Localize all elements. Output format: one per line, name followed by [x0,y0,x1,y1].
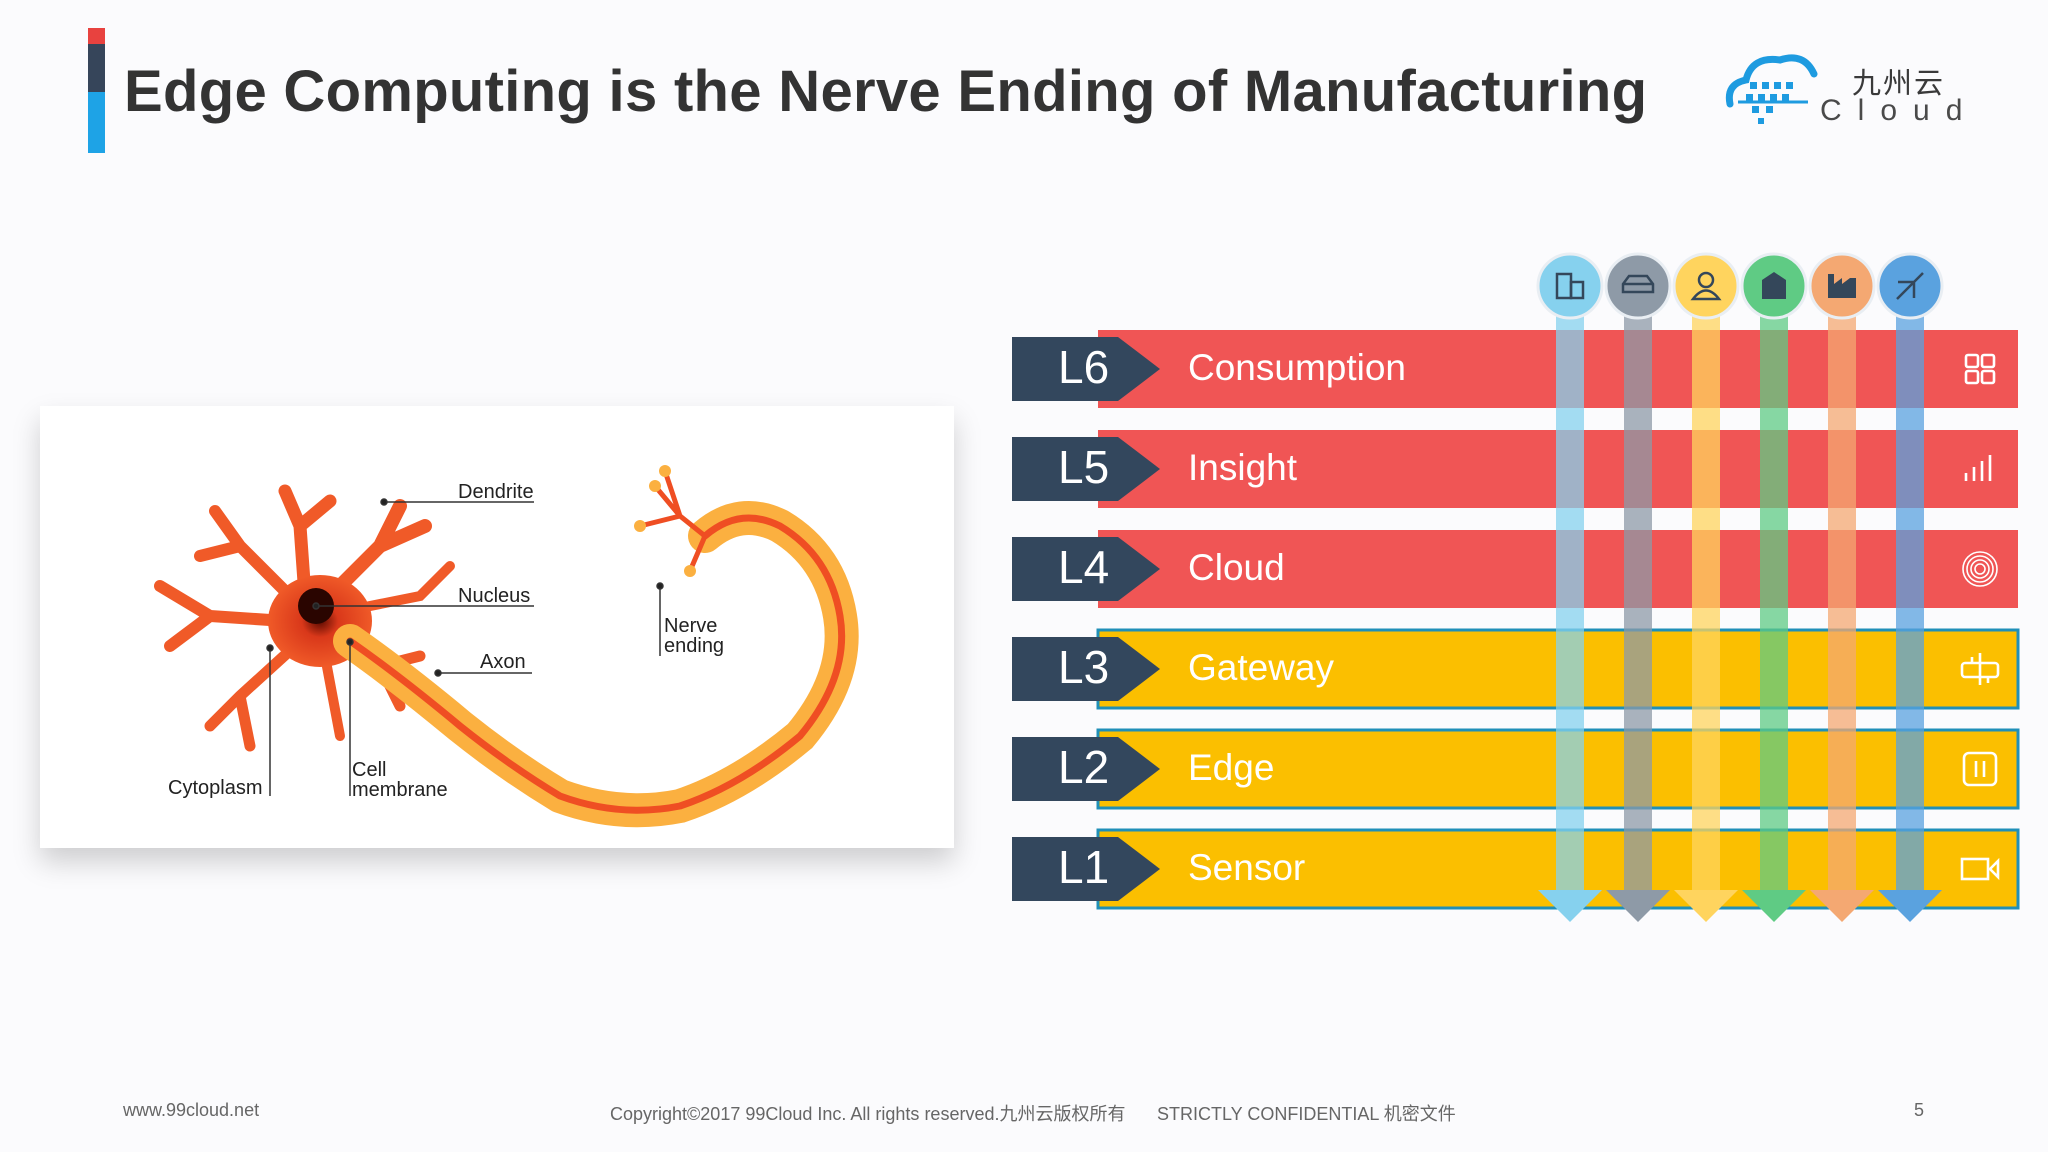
level-badge-l3 [1012,637,1160,701]
column-arrow-person [1674,280,1738,922]
column-arrow-airplane [1878,280,1942,922]
layer-name-label: Insight [1188,447,1298,488]
neuron-diagram-card: Dendrite Nucleus Axon Cytoplasm Cell mem… [40,406,954,848]
nucleus-label: Nucleus [458,585,530,607]
column-arrow-factory [1810,280,1874,922]
cloud-logo-icon [1725,54,1818,124]
cytoplasm-label: Cytoplasm [168,777,262,799]
column-shaft [1624,280,1652,892]
neuron-axon-terminals [637,468,708,574]
column-arrowhead [1878,890,1942,922]
level-badge-l2 [1012,737,1160,801]
column-arrow-bank [1742,280,1806,922]
footer-confidential: STRICTLY CONFIDENTIAL 机密文件 [1157,1104,1456,1124]
layer-name-label: Cloud [1188,547,1285,588]
column-arrowhead [1606,890,1670,922]
column-arrowhead [1742,890,1806,922]
level-badge-l5 [1012,437,1160,501]
signal-bars-icon [1964,455,1992,481]
bank-icon [1740,252,1808,320]
logo-chinese-text: 九州云 [1852,66,1946,100]
person-icon [1672,252,1740,320]
building-icon [1536,252,1604,320]
layer-name-label: Consumption [1188,347,1406,388]
layer-name-label: Sensor [1188,847,1305,888]
level-label: L1 [1058,841,1109,893]
nerve-ending-label-line1: Nerve [664,615,717,637]
page-title: Edge Computing is the Nerve Ending of Ma… [124,59,1648,124]
neuron-axon-sheath [333,501,859,828]
airplane-icon [1876,252,1944,320]
neuron-label-leaders [266,498,664,796]
fingerprint-icon [1962,551,1998,587]
column-shaft [1896,280,1924,892]
neuron-axon [346,514,846,814]
level-badge-l1 [1012,837,1160,901]
edge-device-icon [1962,751,1998,787]
axon-label: Axon [480,651,526,673]
dendrite-label: Dendrite [458,481,534,503]
column-shaft [1828,280,1856,892]
cell-membrane-label-line1: Cell [352,759,386,781]
column-arrowhead [1674,890,1738,922]
neuron-terminal-buttons [634,465,696,577]
level-badge-l6 [1012,337,1160,401]
level-label: L6 [1058,341,1109,393]
nerve-ending-label-line2: ending [664,635,724,657]
gateway-icon [1960,653,2000,685]
layer-name-label: Gateway [1188,647,1335,688]
level-label: L3 [1058,641,1109,693]
level-badge-l4 [1012,537,1160,601]
column-shaft [1760,280,1788,892]
column-shaft [1556,280,1584,892]
logo-english-text: Cloud [1820,94,1979,127]
company-logo: 九州云 Cloud [1722,44,1962,129]
column-arrow-building [1538,280,1602,922]
factory-icon [1808,252,1876,320]
edge-layers-diagram: L6 Consumption L5 Insight L4 Cloud L3 Gateway L2… [1012,250,2022,970]
column-arrowhead [1810,890,1874,922]
column-arrowhead [1538,890,1602,922]
cell-membrane-label-line2: membrane [352,779,448,801]
footer-copyright: Copyright©2017 99Cloud Inc. All rights r… [610,1104,1126,1124]
title-accent-bar [88,28,105,153]
car-icon [1604,252,1672,320]
level-label: L2 [1058,741,1109,793]
column-arrow-car [1606,280,1670,922]
footer-page-number: 5 [1914,1100,1925,1120]
vr-sensor-icon [1960,857,2000,881]
layer-name-label: Edge [1188,747,1274,788]
footer-website[interactable]: www.99cloud.net [123,1100,260,1120]
level-label: L4 [1058,541,1109,593]
level-label: L5 [1058,441,1109,493]
grid-icon [1964,353,1996,385]
column-shaft [1692,280,1720,892]
